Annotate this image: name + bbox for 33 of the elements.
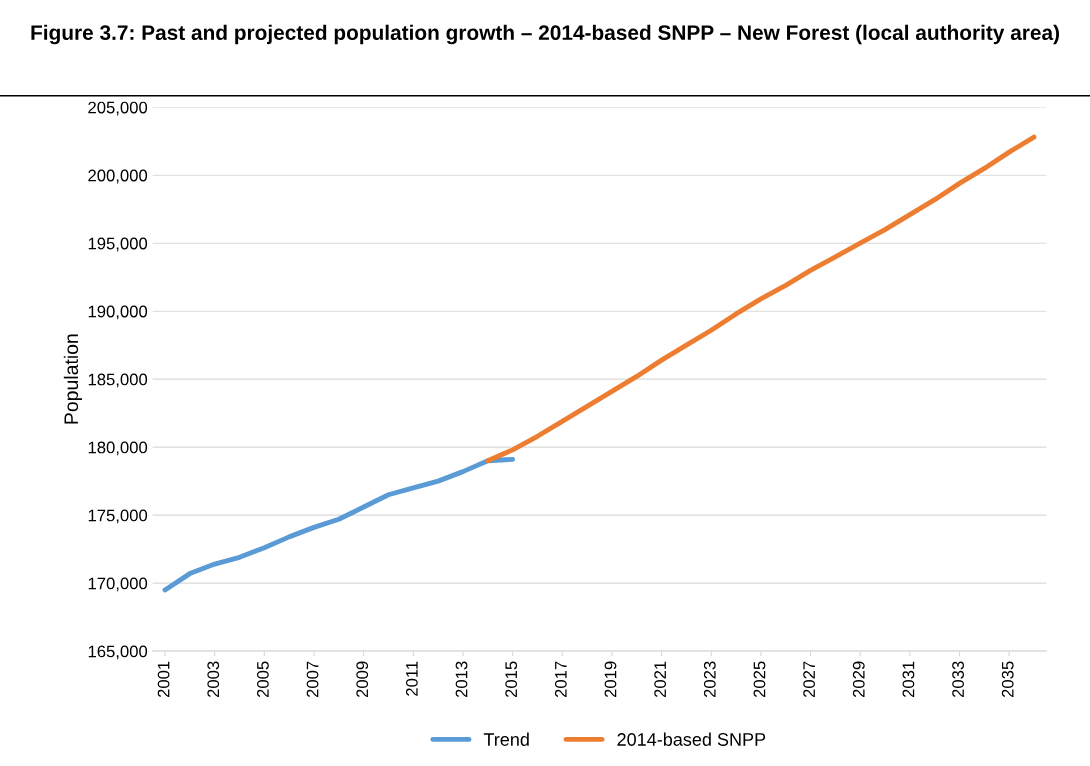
y-tick-label: 190,000 [88,305,148,320]
line-series [162,456,516,593]
x-tick-label: 2013 [455,661,468,698]
y-tick-label: 165,000 [88,645,148,660]
y-tick-label: 180,000 [88,441,148,456]
y-tick-label: 185,000 [88,373,148,388]
x-tick-label: 2027 [803,661,816,698]
x-tick-label: 2009 [356,661,369,698]
x-tick-label: 2029 [852,661,865,698]
y-tick-label: 205,000 [88,101,148,116]
x-tick-label: 2001 [157,661,170,698]
chart-title: Figure 3.7: Past and projected population growth – 2014-based SNPP – New Forest (local authority area) [31,24,1059,45]
line-series [485,134,1037,464]
y-tick-label: 195,000 [88,237,148,252]
y-tick-label: 175,000 [88,509,148,524]
x-tick-label: 2021 [654,661,667,698]
x-tick-label: 2033 [952,661,964,698]
x-tick-label: 2015 [505,661,518,698]
x-tick-label: 2031 [902,661,915,698]
x-tick-label: 2025 [753,661,766,698]
x-tick-label: 2019 [604,661,617,698]
x-tick-label: 2007 [306,661,319,698]
x-tick-label: 2017 [554,661,567,698]
x-tick-label: 2035 [1001,661,1014,698]
legend-label: Trend [483,732,529,746]
legend-label: 2014-based SNPP [617,732,766,746]
y-tick-label: 170,000 [88,577,148,592]
x-tick-label: 2023 [703,661,716,698]
y-tick-label: 200,000 [88,169,148,184]
x-tick-label: 2005 [257,661,269,698]
x-tick-label: 2011 [405,661,418,696]
y-axis-title: Population [63,334,82,424]
x-tick-label: 2003 [207,661,220,698]
